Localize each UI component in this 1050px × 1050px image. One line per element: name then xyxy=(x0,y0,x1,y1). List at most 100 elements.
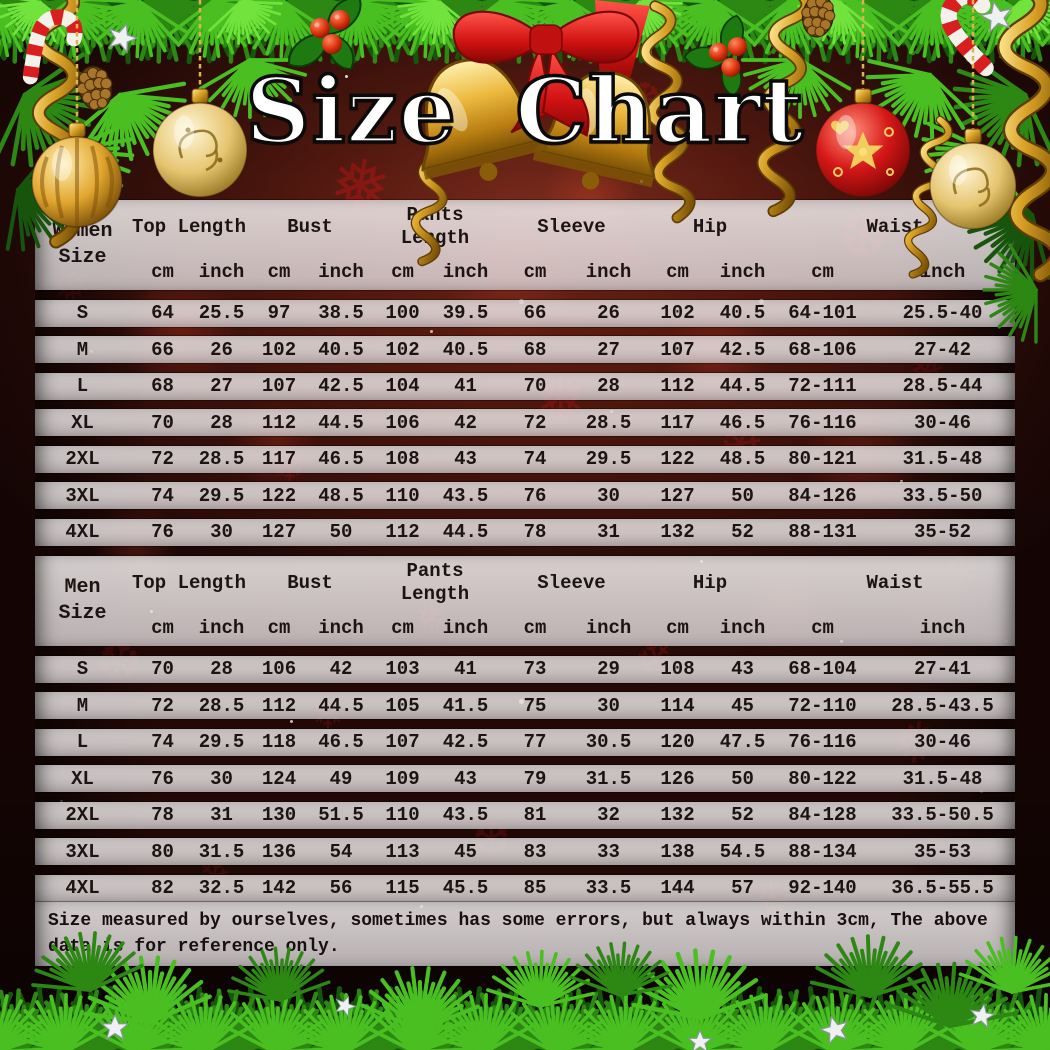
value-cell: 52 xyxy=(731,521,754,543)
value-cell: 110 xyxy=(385,804,420,826)
table-row: M 66 26 102 40.5 102 40.5 68 27 107 42.5… xyxy=(35,336,1015,363)
unit-header: cm xyxy=(811,261,834,283)
value-cell: 72 xyxy=(151,694,174,717)
value-cell: 132 xyxy=(660,804,695,826)
value-cell: 50 xyxy=(329,521,353,543)
size-cell: 2XL xyxy=(65,448,100,470)
value-cell: 68 xyxy=(151,375,174,397)
value-cell: 27 xyxy=(210,375,233,397)
value-cell: 103 xyxy=(385,658,420,680)
unit-header: inch xyxy=(585,261,632,283)
value-cell: 138 xyxy=(660,840,695,863)
size-cell: S xyxy=(76,302,89,324)
size-cell: 3XL xyxy=(65,840,100,863)
value-cell: 28 xyxy=(210,658,233,680)
value-cell: 104 xyxy=(385,375,420,397)
column-group-waist: Waist xyxy=(866,215,924,238)
value-cell: 46.5 xyxy=(318,731,364,753)
pine-tuft xyxy=(791,0,912,73)
pine-tuft xyxy=(79,982,203,1050)
size-cell: XL xyxy=(71,411,94,434)
unit-header: cm xyxy=(666,617,689,639)
pine-tuft xyxy=(555,981,681,1050)
pine-tuft xyxy=(983,0,1050,59)
value-cell: 35-52 xyxy=(913,521,971,543)
value-cell: 52 xyxy=(731,804,754,826)
value-cell: 105 xyxy=(385,694,420,717)
value-cell: 28.5-43.5 xyxy=(891,694,994,717)
pine-tuft xyxy=(441,980,581,1050)
pine-tuft xyxy=(817,0,960,75)
value-cell: 50 xyxy=(731,484,754,507)
pine-tuft xyxy=(185,978,345,1050)
pine-tuft xyxy=(360,960,488,1039)
size-cell: 2XL xyxy=(65,804,100,826)
value-cell: 33.5 xyxy=(585,877,632,899)
pine-tuft xyxy=(777,978,919,1050)
pine-tuft xyxy=(721,980,861,1050)
value-cell: 113 xyxy=(385,840,420,863)
pine-tuft xyxy=(465,978,625,1050)
value-cell: 109 xyxy=(385,767,420,790)
value-cell: 46.5 xyxy=(318,448,364,470)
value-cell: 73 xyxy=(523,658,547,680)
pine-tuft xyxy=(525,978,685,1050)
table-row: L 68 27 107 42.5 104 41 70 28 112 44.5 7… xyxy=(35,372,1015,400)
value-cell: 88-134 xyxy=(788,840,857,863)
value-cell: 27-41 xyxy=(913,658,971,680)
value-cell: 75 xyxy=(523,694,547,717)
value-cell: 40.5 xyxy=(719,302,766,324)
value-cell: 31.5-48 xyxy=(902,448,983,470)
unit-header: cm xyxy=(391,261,414,283)
column-group-sleeve: Sleeve xyxy=(537,215,606,238)
value-cell: 31 xyxy=(597,521,620,543)
value-cell: 44.5 xyxy=(719,375,766,397)
value-cell: 74 xyxy=(151,731,174,753)
value-cell: 57 xyxy=(731,877,754,899)
table-row: XL 70 28 112 44.5 106 42 72 28.5 117 46.… xyxy=(35,409,1015,436)
value-cell: 142 xyxy=(261,877,297,899)
pine-tuft xyxy=(21,980,161,1050)
value-cell: 84-126 xyxy=(788,484,857,507)
value-cell: 84-128 xyxy=(788,804,857,826)
value-cell: 29.5 xyxy=(198,731,245,753)
size-cell: XL xyxy=(71,767,94,790)
value-cell: 107 xyxy=(385,731,420,753)
value-cell: 74 xyxy=(523,448,547,470)
value-cell: 110 xyxy=(385,484,420,507)
pine-tuft xyxy=(245,978,405,1050)
size-cell: S xyxy=(76,658,89,680)
footer-note: Size measured by ourselves, sometimes ha… xyxy=(35,902,1015,967)
value-cell: 122 xyxy=(261,484,297,507)
table-row: L 74 29.5 118 46.5 107 42.5 77 30.5 120 … xyxy=(35,728,1015,756)
column-group-bust: Bust xyxy=(287,571,333,594)
value-cell: 115 xyxy=(385,877,420,899)
pine-tuft xyxy=(385,978,545,1050)
pine-tuft xyxy=(835,981,961,1050)
value-cell: 126 xyxy=(660,767,695,790)
value-cell: 42.5 xyxy=(442,731,489,753)
unit-header: inch xyxy=(919,261,966,283)
value-cell: 92-140 xyxy=(788,877,857,899)
value-cell: 29 xyxy=(597,658,620,680)
value-cell: 114 xyxy=(660,694,695,717)
value-cell: 108 xyxy=(385,448,420,470)
value-cell: 66 xyxy=(151,338,174,361)
value-cell: 72 xyxy=(523,411,547,434)
value-cell: 106 xyxy=(385,411,420,434)
size-cell: L xyxy=(76,731,89,753)
pine-tuft xyxy=(605,978,765,1050)
value-cell: 76 xyxy=(151,521,174,543)
value-cell: 28 xyxy=(210,411,233,434)
value-cell: 70 xyxy=(523,375,547,397)
table-row: S 70 28 106 42 103 41 73 29 108 43 68-10… xyxy=(35,655,1015,683)
value-cell: 136 xyxy=(261,840,297,863)
pine-tuft xyxy=(945,978,1050,1050)
pine-tuft xyxy=(581,980,721,1050)
pine-tuft xyxy=(935,0,1050,73)
value-cell: 28.5-44 xyxy=(902,375,983,397)
value-cell: 28.5 xyxy=(585,411,632,434)
unit-header: inch xyxy=(318,261,364,283)
men-table-body: S 70 28 106 42 103 41 73 29 108 43 68-10… xyxy=(35,655,1015,902)
value-cell: 102 xyxy=(261,338,297,361)
